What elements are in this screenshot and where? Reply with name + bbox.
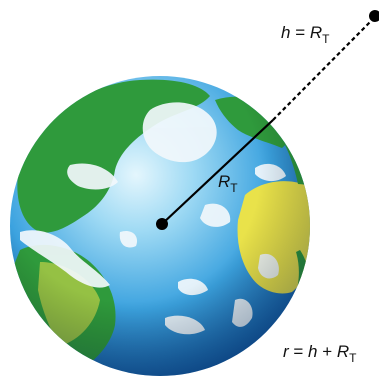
altitude-line-dashed bbox=[272, 16, 376, 121]
altitude-label: h = RT bbox=[281, 23, 330, 46]
earth-center-point bbox=[156, 218, 168, 230]
distance-label: r = h + RT bbox=[283, 342, 357, 365]
satellite-point bbox=[369, 10, 379, 22]
earth-globe bbox=[10, 76, 310, 376]
radius-label: RT bbox=[218, 172, 238, 195]
radius-line bbox=[161, 119, 274, 225]
